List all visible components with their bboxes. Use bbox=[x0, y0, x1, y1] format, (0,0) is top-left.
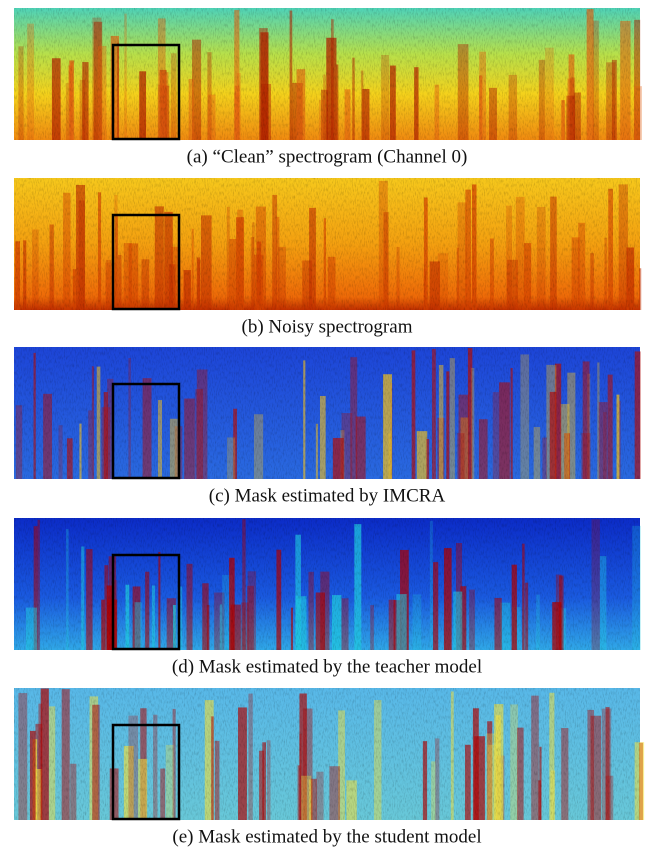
spectrogram-panel: (d) Mask estimated by the teacher model bbox=[14, 518, 641, 677]
highlight-box bbox=[111, 723, 181, 821]
spectrogram-texture bbox=[14, 518, 640, 650]
spectrogram-texture bbox=[14, 688, 640, 820]
spectrogram-streak bbox=[639, 268, 642, 310]
highlight-box bbox=[111, 43, 181, 141]
highlight-box bbox=[111, 382, 181, 480]
highlight-box bbox=[111, 553, 181, 651]
highlight-box bbox=[111, 213, 181, 311]
caption: (d) Mask estimated by the teacher model bbox=[172, 656, 482, 677]
spectrogram-panel: (b) Noisy spectrogram bbox=[14, 178, 642, 337]
caption: (c) Mask estimated by IMCRA bbox=[209, 485, 446, 506]
spectrogram-texture bbox=[14, 178, 640, 310]
caption: (b) Noisy spectrogram bbox=[242, 316, 413, 337]
spectrogram-texture bbox=[14, 347, 640, 479]
caption: (a) “Clean” spectrogram (Channel 0) bbox=[187, 146, 468, 167]
caption: (e) Mask estimated by the student model bbox=[172, 826, 481, 847]
spectrogram-panel: (a) “Clean” spectrogram (Channel 0) bbox=[14, 8, 642, 167]
spectrogram-panel: (c) Mask estimated by IMCRA bbox=[14, 347, 641, 506]
panels: (a) “Clean” spectrogram (Channel 0) (b) N… bbox=[14, 8, 645, 847]
spectrogram-texture bbox=[14, 8, 640, 140]
spectrogram-panel: (e) Mask estimated by the student model bbox=[14, 688, 645, 847]
